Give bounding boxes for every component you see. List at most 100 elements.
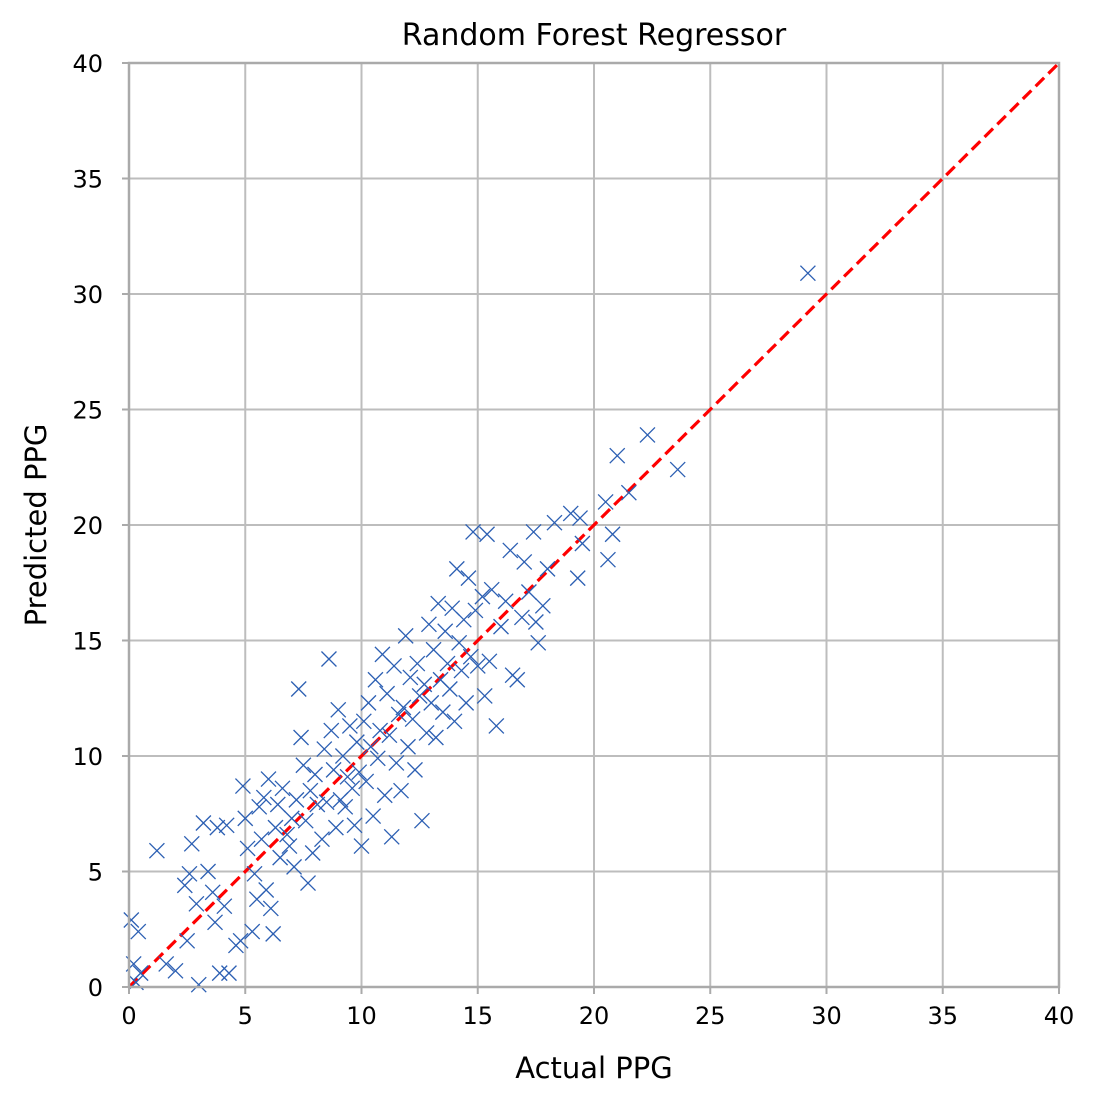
data-point xyxy=(283,810,300,827)
y-tick-label: 20 xyxy=(72,512,103,540)
data-point xyxy=(799,265,816,282)
data-point xyxy=(539,560,556,577)
y-tick-label: 15 xyxy=(72,628,103,656)
data-point xyxy=(204,884,221,901)
y-axis-label: Predicted PPG xyxy=(19,424,53,627)
data-point xyxy=(325,761,342,778)
data-point xyxy=(420,616,437,633)
data-point xyxy=(318,794,335,811)
data-point xyxy=(158,955,175,972)
reference-line-y-equals-x xyxy=(127,61,1061,989)
data-point xyxy=(258,882,275,898)
data-point xyxy=(188,895,205,912)
data-point xyxy=(497,593,514,610)
data-point xyxy=(402,669,419,686)
y-tick-label: 40 xyxy=(72,50,103,78)
data-point xyxy=(234,778,251,794)
data-point xyxy=(425,641,442,658)
data-point xyxy=(251,798,268,815)
data-point xyxy=(483,581,500,598)
data-point xyxy=(307,766,323,783)
data-point xyxy=(351,764,368,781)
data-point xyxy=(200,863,217,880)
data-point xyxy=(620,484,637,501)
data-point xyxy=(272,849,289,866)
data-point xyxy=(339,768,356,785)
data-point xyxy=(244,923,261,940)
data-point xyxy=(458,694,475,711)
data-point xyxy=(527,614,544,630)
data-point xyxy=(460,570,477,587)
data-point xyxy=(411,687,428,704)
data-point xyxy=(300,875,316,892)
data-points xyxy=(123,265,816,993)
data-point xyxy=(358,773,375,790)
data-point xyxy=(534,597,551,614)
data-point xyxy=(400,738,416,755)
data-point xyxy=(309,796,326,813)
data-point xyxy=(669,461,686,478)
data-point xyxy=(316,741,333,758)
data-point xyxy=(265,925,282,942)
data-point xyxy=(218,817,235,834)
data-point xyxy=(269,796,286,813)
data-point xyxy=(341,718,358,734)
data-point xyxy=(360,694,377,711)
data-point xyxy=(367,671,384,688)
x-tick-label: 0 xyxy=(121,1002,136,1030)
data-point xyxy=(437,623,454,640)
data-point xyxy=(207,914,223,931)
data-point xyxy=(395,699,412,716)
data-point xyxy=(288,791,305,808)
data-point xyxy=(239,840,256,857)
data-point xyxy=(393,782,409,799)
data-point xyxy=(176,877,193,894)
data-point xyxy=(362,738,379,755)
data-point xyxy=(476,687,493,704)
data-point xyxy=(302,782,319,799)
data-point xyxy=(281,838,298,855)
y-tick-label: 25 xyxy=(72,397,103,425)
data-point xyxy=(190,976,207,993)
data-point xyxy=(469,657,486,674)
x-tick-label: 10 xyxy=(346,1002,377,1030)
data-point xyxy=(353,838,370,855)
data-point xyxy=(455,611,472,628)
data-point xyxy=(516,554,533,570)
data-point xyxy=(337,798,354,815)
data-point xyxy=(365,808,382,825)
data-point xyxy=(407,761,423,778)
data-point xyxy=(467,602,484,619)
data-point xyxy=(246,865,263,882)
data-point xyxy=(546,514,563,531)
data-point xyxy=(255,789,272,806)
data-point xyxy=(290,681,307,697)
data-point xyxy=(509,671,526,688)
data-point xyxy=(599,551,616,568)
data-point xyxy=(355,713,372,730)
data-point xyxy=(346,817,363,834)
data-point xyxy=(262,900,279,917)
x-axis-label: Actual PPG xyxy=(515,1051,673,1085)
data-point xyxy=(572,510,589,527)
data-point xyxy=(609,447,626,464)
data-point xyxy=(330,701,347,718)
data-point xyxy=(379,685,396,702)
data-point xyxy=(481,653,498,670)
data-point xyxy=(221,965,237,982)
data-point xyxy=(376,787,393,804)
x-tick-label: 15 xyxy=(462,1002,493,1030)
data-point xyxy=(479,526,496,543)
reference-line-layer xyxy=(127,61,1061,989)
data-point xyxy=(446,713,463,730)
data-point xyxy=(520,584,537,600)
x-tick-label: 40 xyxy=(1044,1002,1075,1030)
data-point xyxy=(348,734,365,751)
data-point xyxy=(179,932,196,949)
data-point xyxy=(390,706,407,723)
data-point xyxy=(181,865,198,882)
data-point xyxy=(253,831,270,848)
data-point xyxy=(639,426,656,443)
